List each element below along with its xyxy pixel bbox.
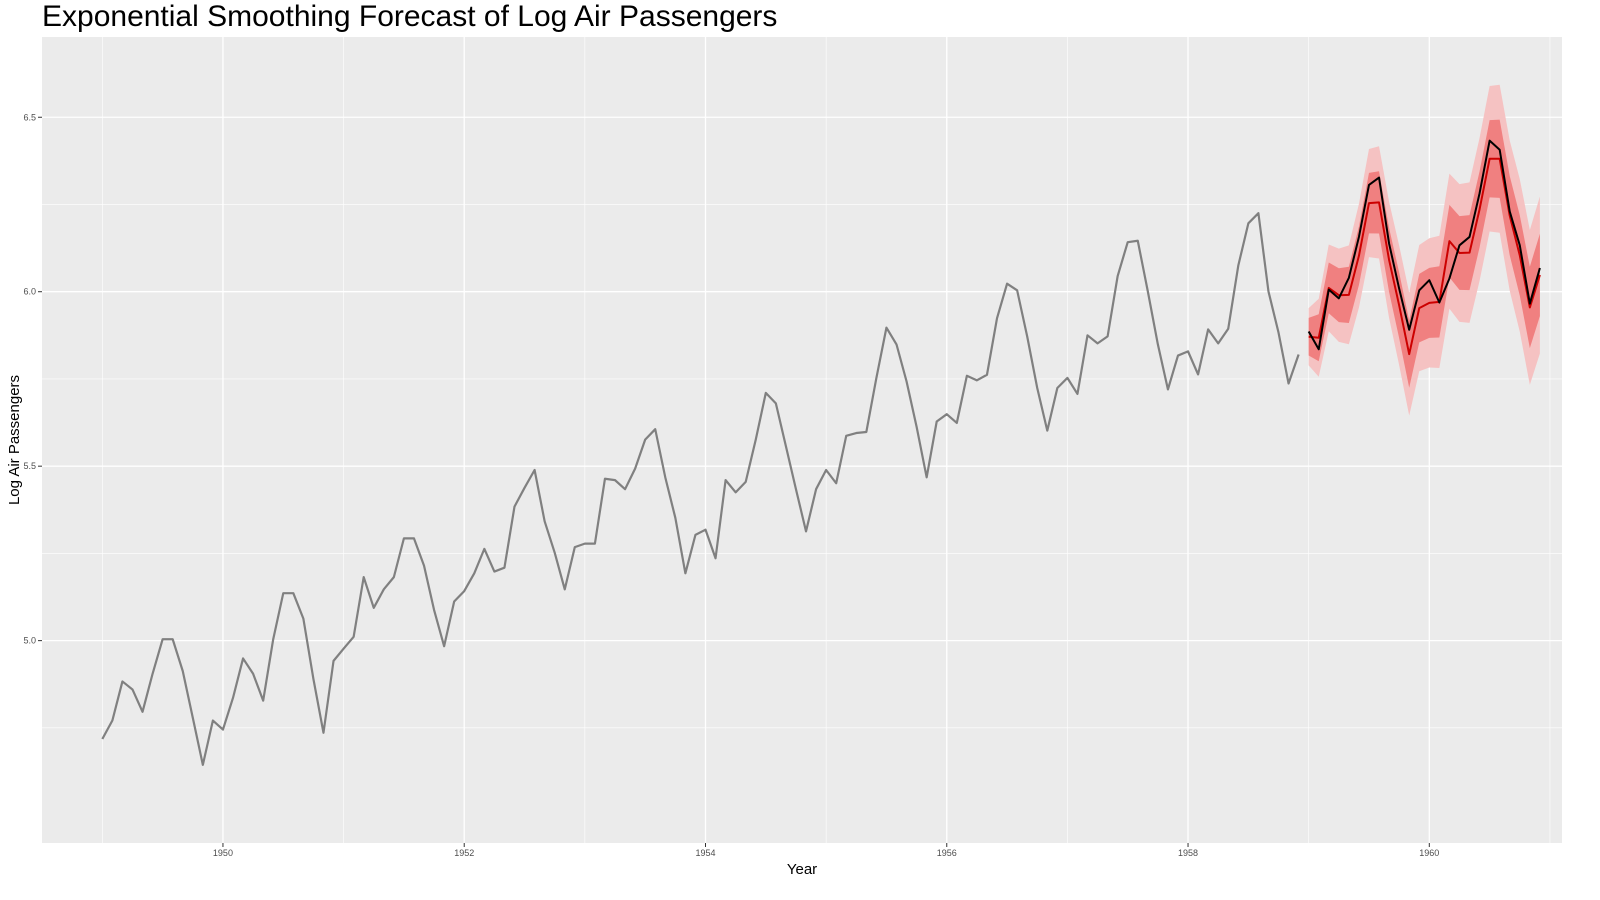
y-tick-label: 5.0 <box>23 636 36 646</box>
y-axis-title: Log Air Passengers <box>6 375 23 505</box>
band-80 <box>1308 119 1540 388</box>
y-tick-label: 6.5 <box>23 112 36 122</box>
chart-title: Exponential Smoothing Forecast of Log Ai… <box>42 0 778 33</box>
x-tick-label: 1954 <box>695 848 715 858</box>
plot-panel <box>42 37 1562 843</box>
x-tick-label: 1956 <box>937 848 957 858</box>
x-tick-label: 1960 <box>1419 848 1439 858</box>
axes: 1950 1952 1954 1956 1958 1960 5.0 5.5 6.0 6.5 <box>23 112 1439 858</box>
y-tick-label: 6.0 <box>23 287 36 297</box>
x-tick-label: 1952 <box>454 848 474 858</box>
x-tick-label: 1950 <box>213 848 233 858</box>
x-tick-label: 1958 <box>1178 848 1198 858</box>
minor-gridlines <box>42 37 1562 843</box>
series-lines <box>101 139 1541 766</box>
history-line <box>101 212 1300 766</box>
forecast-line <box>1308 157 1541 356</box>
x-axis-title: Year <box>787 861 817 878</box>
prediction-intervals <box>1308 84 1540 416</box>
major-gridlines <box>42 37 1562 843</box>
y-tick-label: 5.5 <box>23 461 36 471</box>
actual-line <box>1307 139 1541 351</box>
